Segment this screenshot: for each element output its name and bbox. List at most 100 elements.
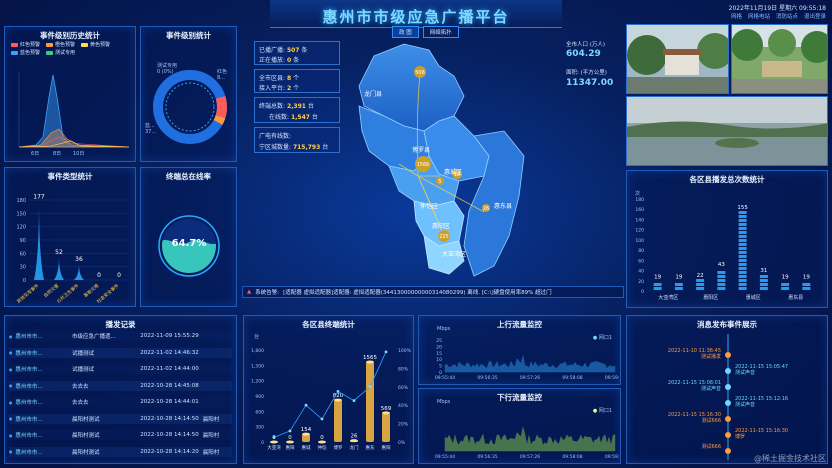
donut-right-label: 红色 8... — [217, 69, 227, 81]
count-bar[interactable] — [738, 211, 747, 290]
map-region-dayawan[interactable] — [423, 235, 465, 275]
panel-uplink: 上行流量监控 Mbps ● 网口1 25 20 15 10 5 0 09:55:44 09:5… — [418, 315, 621, 385]
record-row[interactable]: ● 惠州市市... 试播测试 2022-11-02 14:44:00 — [9, 364, 232, 374]
record-row[interactable]: ● 惠州市市... 晨阳村测试 2022-10-28 14:14:20 晨阳村 — [9, 446, 232, 457]
count-bar[interactable] — [717, 271, 726, 290]
district-rate-point[interactable] — [384, 350, 388, 354]
message-item[interactable]: 2022-11-15 15:08:01 测试声音 — [668, 380, 721, 392]
message-name: 测试声音 — [735, 370, 756, 376]
message-dot[interactable] — [725, 368, 731, 374]
history-legend-item[interactable]: 黄色预警 — [81, 41, 110, 48]
map-marker-2-value: 1566 — [417, 162, 430, 168]
district-ytick: 0 — [261, 440, 264, 446]
record-row[interactable]: ● 惠州市市... 晨阳村测试 2022-10-28 14:14:50 晨阳村 — [9, 430, 232, 440]
record-bullet-icon: ● — [9, 399, 13, 405]
nav-grid[interactable]: 网格 — [730, 14, 742, 20]
district-bar[interactable] — [302, 434, 310, 442]
camera-feed-3[interactable] — [626, 96, 828, 166]
history-series-blue — [18, 74, 130, 148]
message-item[interactable]: 2022-11-10 11:36:45 测试播发 — [668, 348, 721, 360]
count-xtick: 大亚湾区 — [658, 294, 678, 301]
record-row[interactable]: ● 惠州市市... 试播测试 2022-11-02 14:46:32 — [9, 347, 232, 358]
map-markers: 506 1566 18 5 26 225 — [414, 66, 490, 242]
donut-right-name: 红色 — [217, 69, 228, 75]
type-bar[interactable] — [54, 256, 64, 280]
record-name: 惠州市市... — [15, 383, 43, 390]
record-bullet-icon: ● — [9, 383, 13, 388]
legend-swatch — [11, 50, 18, 55]
message-item[interactable]: 2022-11-15 15:16:30 测试666 — [668, 412, 721, 424]
message-item[interactable]: 2022-11-15 15:16:30 博罗 — [735, 428, 788, 440]
message-item[interactable]: 2022-11-15 15:12:16 测试声音 — [735, 396, 788, 408]
map-marker-5[interactable] — [482, 204, 490, 212]
map-region-huidong[interactable] — [463, 130, 525, 277]
count-bar[interactable] — [781, 283, 790, 290]
map-marker-6[interactable] — [438, 230, 450, 242]
record-title: 试播测试 — [72, 350, 95, 357]
count-ytick: 100 — [635, 238, 644, 244]
district-rate-point[interactable] — [272, 436, 276, 439]
map-marker-4[interactable] — [436, 177, 444, 185]
district-rate-point[interactable] — [336, 390, 340, 393]
tab-network-topology[interactable]: 网络拓扑 — [422, 26, 459, 38]
type-bar[interactable] — [74, 264, 84, 280]
district-rate-point[interactable] — [352, 399, 356, 402]
district-bar-cap — [270, 440, 278, 444]
uplink-legend: ● 网口1 — [592, 335, 612, 341]
district-bar-cap — [334, 398, 342, 402]
message-dot[interactable] — [725, 432, 731, 438]
map-marker-2[interactable] — [415, 156, 431, 172]
district-rate-point[interactable] — [304, 403, 308, 407]
traffic-xtick: 09:56:35 — [477, 375, 497, 381]
map-marker-1[interactable] — [414, 66, 426, 78]
history-legend-item[interactable]: 橙色预警 — [46, 41, 75, 48]
message-dot[interactable] — [725, 352, 731, 358]
record-row[interactable]: ● 惠州市市... 市级应急广播遗... 2022-11-09 15:55:29 — [9, 331, 232, 341]
nav-grid-station[interactable]: 网格电站 — [747, 14, 770, 20]
record-row[interactable]: ● 惠州市市... 去去去 2022-10-28 14:44:01 — [9, 397, 232, 407]
district-ytick: 300 — [255, 425, 264, 431]
type-bar[interactable] — [34, 201, 44, 280]
district-bar[interactable] — [366, 362, 374, 442]
history-legend-item[interactable]: 红色预警 — [11, 41, 40, 48]
record-bullet-icon: ● — [9, 366, 13, 372]
nav-logout[interactable]: 退出登录 — [803, 14, 826, 20]
count-bar-label: 155 — [737, 205, 748, 211]
history-legend-item[interactable]: 测试专用 — [46, 49, 75, 56]
count-bar-label: 19 — [782, 274, 789, 280]
donut-left-name: 测试专用 — [157, 63, 178, 69]
record-row[interactable]: ● 惠州市市... 晨阳村测试 2022-10-28 14:14:50 晨阳村 — [9, 413, 232, 424]
count-bar[interactable] — [653, 283, 662, 290]
count-bar[interactable] — [674, 283, 683, 290]
message-dot[interactable] — [725, 448, 731, 454]
header-nav: 网格 网格电站 消防站点 退出登录 — [731, 12, 826, 20]
district-bar[interactable] — [334, 400, 342, 442]
message-name: 测试声音 — [735, 402, 756, 408]
message-name: 测试666 — [701, 418, 721, 424]
message-dot[interactable] — [725, 416, 731, 422]
count-bar[interactable] — [759, 275, 768, 290]
message-name: 测试播发 — [700, 354, 721, 360]
record-bullet-icon: ● — [9, 432, 13, 438]
district-rate-point[interactable] — [288, 429, 292, 433]
record-row[interactable]: ● 惠州市市... 去去去 2022-10-28 14:45:08 — [9, 380, 232, 391]
district-bar[interactable] — [382, 412, 390, 442]
panel-broadcast-count: 各区县播发总次数统计 次 180 160 140 120 100 80 60 40 20 0 19 大亚… — [626, 170, 828, 308]
camera-feed-2[interactable] — [731, 24, 828, 94]
count-bar[interactable] — [802, 283, 811, 290]
map-marker-3[interactable] — [452, 169, 462, 179]
history-legend-item[interactable]: 蓝色预警 — [11, 49, 40, 56]
message-dot[interactable] — [725, 384, 731, 390]
camera-feed-1[interactable] — [626, 24, 729, 94]
message-dot[interactable] — [725, 400, 731, 406]
district-rate-point[interactable] — [320, 417, 324, 421]
district-rate-point[interactable] — [368, 385, 372, 389]
nav-fire-station[interactable]: 消防站点 — [775, 14, 798, 20]
record-name: 惠州市市... — [15, 400, 43, 406]
count-bar[interactable] — [696, 279, 705, 290]
message-item[interactable]: 2022-11-15 15:05:47 测试声音 — [735, 364, 788, 376]
count-xtick: 惠东县 — [788, 294, 803, 301]
message-item[interactable]: 测试666 — [701, 444, 721, 450]
tab-gov-map[interactable]: 政 图 — [392, 26, 419, 38]
donut-bottom-name: 蓝... — [145, 123, 155, 129]
